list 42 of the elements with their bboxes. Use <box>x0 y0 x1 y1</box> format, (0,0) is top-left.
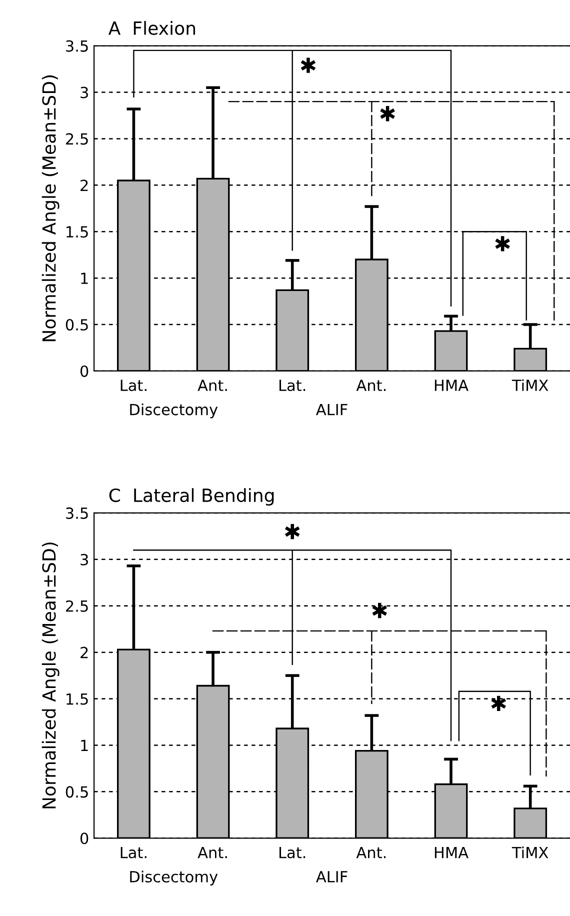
y-tick-label: 3.5 <box>66 507 88 519</box>
y-tick-label: 1 <box>81 740 88 752</box>
annotation: ✱ <box>372 602 388 618</box>
y-tick-label: 2 <box>80 180 88 191</box>
text: Discectomy <box>130 870 218 886</box>
x-tick-label: HMA <box>434 380 468 391</box>
x-tick-label: TiMX <box>512 379 548 391</box>
y-axis-title: Normalized Angle (Mean±SD) <box>42 542 60 808</box>
x-tick-label: Lat. <box>280 846 306 858</box>
y-tick-label: 2.5 <box>66 133 88 145</box>
annotation: ✱ <box>495 236 510 252</box>
x-tick-label: Ant. <box>198 846 227 858</box>
annotation: ✱ <box>284 524 300 540</box>
y-tick-label: 0.5 <box>66 786 88 798</box>
chart-title: A Flexion <box>108 20 196 35</box>
x-tick-label: HMA <box>434 846 468 858</box>
annotation: ✱ <box>491 696 506 712</box>
text: ALIF <box>316 871 348 882</box>
y-tick-label: 0 <box>80 832 88 844</box>
chart-title: C Lateral Bending <box>109 488 274 506</box>
y-tick-label: 3 <box>80 554 88 566</box>
y-tick-label: 1.5 <box>66 226 88 238</box>
y-tick-label: 0.5 <box>66 318 88 331</box>
x-tick-label: Lat. <box>120 846 146 858</box>
x-tick-label: Lat. <box>280 380 306 392</box>
y-tick-label: 3.5 <box>66 40 88 52</box>
y-tick-label: 3 <box>80 86 88 98</box>
x-tick-label: Ant. <box>198 380 227 391</box>
x-tick-label: Ant. <box>356 380 386 391</box>
y-tick-label: 0 <box>80 365 88 377</box>
y-tick-label: 2.5 <box>66 600 88 612</box>
y-tick-label: 1.5 <box>66 693 88 705</box>
x-tick-label: Lat. <box>120 380 146 392</box>
text: ALIF <box>316 404 348 416</box>
y-axis-title: Normalized Angle (Mean±SD) <box>42 75 60 342</box>
annotation: ✱ <box>380 106 395 122</box>
x-tick-label: TiMX <box>512 846 548 858</box>
x-tick-label: Ant. <box>356 846 386 858</box>
y-tick-label: 1 <box>81 272 88 284</box>
text: Discectomy <box>130 404 218 418</box>
y-tick-label: 2 <box>80 646 88 658</box>
annotation: ✱ <box>300 58 316 73</box>
